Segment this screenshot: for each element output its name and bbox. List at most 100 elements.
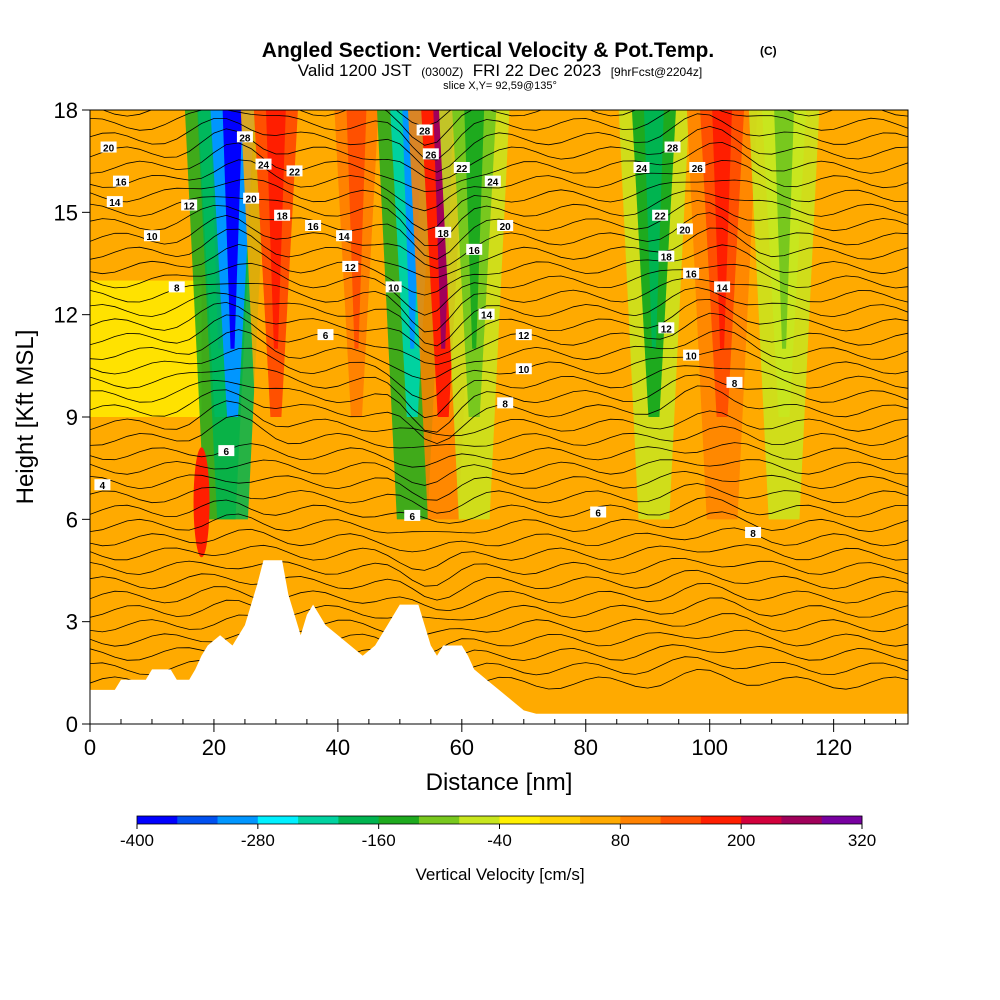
- theta-contour-label-text: 10: [518, 365, 530, 376]
- colorbar-segment: [177, 816, 218, 824]
- terrain: [90, 560, 908, 724]
- forecast-tag: [9hrFcst@2204z]: [611, 65, 703, 79]
- theta-contour-label: 18: [274, 209, 291, 223]
- theta-contour-label: 28: [664, 141, 681, 155]
- colorbar-label: Vertical Velocity [cm/s]: [415, 865, 584, 884]
- theta-contour-label-text: 24: [258, 161, 270, 172]
- theta-contour-label-text: 14: [109, 198, 121, 209]
- theta-contour: [90, 347, 908, 401]
- theta-contour-label: 26: [422, 148, 439, 161]
- theta-contour: [90, 527, 908, 553]
- y-tick-label: 15: [54, 200, 78, 225]
- theta-contour-label-text: 22: [289, 167, 301, 178]
- theta-contour: [90, 613, 908, 637]
- theta-contour-label: 4: [94, 479, 111, 492]
- theta-contour-label-text: 24: [636, 164, 648, 175]
- colorbar-segment: [378, 816, 420, 824]
- theta-contour-label: 26: [689, 161, 706, 175]
- theta-contour-label: 14: [478, 308, 495, 322]
- theta-contour: [90, 227, 908, 279]
- theta-contour-label: 10: [143, 230, 160, 243]
- theta-contour: [90, 511, 908, 534]
- velocity-column-core: [266, 110, 286, 349]
- theta-contour-label: 28: [416, 124, 433, 137]
- theta-contour-label-text: 8: [732, 379, 738, 390]
- plot-area: [90, 110, 908, 724]
- theta-contour-label-text: 18: [277, 212, 289, 223]
- x-tick-label: 100: [691, 735, 728, 760]
- theta-contour-label: 14: [336, 230, 353, 243]
- theta-contour-label-text: 8: [750, 529, 756, 540]
- colorbar-segment: [137, 816, 178, 824]
- theta-contour-label-text: 16: [469, 246, 481, 257]
- theta-contour: [90, 544, 908, 571]
- x-tick-label: 20: [202, 735, 226, 760]
- theta-contour-label-text: 20: [679, 225, 691, 236]
- colorbar-segment: [338, 816, 380, 824]
- theta-contour: [90, 298, 908, 357]
- colorbar-segment: [298, 816, 339, 824]
- theta-contour-label-text: 6: [409, 512, 415, 523]
- theta-contour: [101, 110, 908, 146]
- theta-contour-label: 6: [404, 509, 421, 523]
- colorbar-tick-label: 320: [848, 831, 876, 850]
- terrain-profile: [90, 560, 908, 724]
- theta-contour-label: 28: [236, 131, 253, 144]
- colorbar-tick-label: -40: [487, 831, 512, 850]
- theta-contour: [90, 113, 908, 173]
- x-tick-label: 80: [574, 735, 598, 760]
- theta-contour-label-text: 24: [487, 178, 499, 189]
- theta-contour-label-text: 6: [595, 509, 601, 520]
- colorbar-tick-label: -280: [241, 831, 275, 850]
- theta-contour-label-text: 16: [686, 270, 698, 281]
- theta-contour-label: 6: [590, 506, 607, 520]
- y-axis: 0 3 6 9 12 15 18: [54, 98, 90, 737]
- colorbar-tick-label: 200: [727, 831, 755, 850]
- theta-contour: [90, 629, 908, 656]
- colorbar-segment: [459, 816, 500, 824]
- theta-contour-label-text: 10: [388, 283, 400, 294]
- theta-contour-label: 8: [497, 397, 514, 410]
- theta-contour-label: 20: [676, 223, 693, 236]
- y-tick-label: 18: [54, 98, 78, 123]
- colorbar-segment: [660, 816, 702, 824]
- colorbar-tick-label: 80: [611, 831, 630, 850]
- theta-contour: [90, 178, 908, 231]
- theta-contour-label: 12: [181, 199, 198, 213]
- y-tick-label: 9: [66, 405, 78, 430]
- theta-contour: [90, 262, 908, 316]
- theta-contour: [90, 459, 908, 486]
- theta-contour-label-text: 28: [419, 126, 431, 137]
- valid-time: Valid 1200 JST: [298, 61, 412, 80]
- theta-contour-label-text: 16: [115, 178, 127, 189]
- theta-contour: [90, 212, 908, 269]
- theta-contour-label-text: 22: [456, 164, 468, 175]
- theta-contour-label-text: 26: [692, 164, 704, 175]
- theta-contour-label-text: 28: [239, 133, 251, 144]
- theta-contour-label: 8: [168, 281, 185, 294]
- theta-contour: [90, 110, 908, 161]
- theta-contour-label: 24: [255, 158, 272, 172]
- theta-contour-label: 8: [745, 526, 762, 540]
- valid-utc: (0300Z): [421, 65, 463, 79]
- theta-contour-label: 22: [652, 209, 669, 223]
- colorbar-segment: [781, 816, 823, 824]
- theta-contour: [90, 557, 908, 587]
- theta-contour-label-text: 12: [184, 202, 196, 213]
- theta-contour-label: 22: [453, 161, 470, 175]
- colorbar-segment: [620, 816, 662, 824]
- theta-contour: [90, 159, 908, 212]
- theta-contour: [90, 141, 908, 192]
- theta-contour-label: 16: [112, 175, 129, 189]
- theta-contour-label-text: 20: [246, 195, 258, 206]
- theta-contour: [90, 496, 908, 524]
- velocity-weak-zone: [90, 280, 202, 417]
- colorbar-segment: [418, 816, 460, 824]
- theta-contour-label-text: 14: [717, 283, 729, 294]
- theta-contour-label-text: 12: [661, 324, 673, 335]
- y-tick-label: 12: [54, 303, 78, 328]
- velocity-field: [90, 110, 908, 724]
- y-tick-label: 6: [66, 507, 78, 532]
- colorbar-segment: [821, 816, 863, 824]
- colorbar-tick-label: -160: [362, 831, 396, 850]
